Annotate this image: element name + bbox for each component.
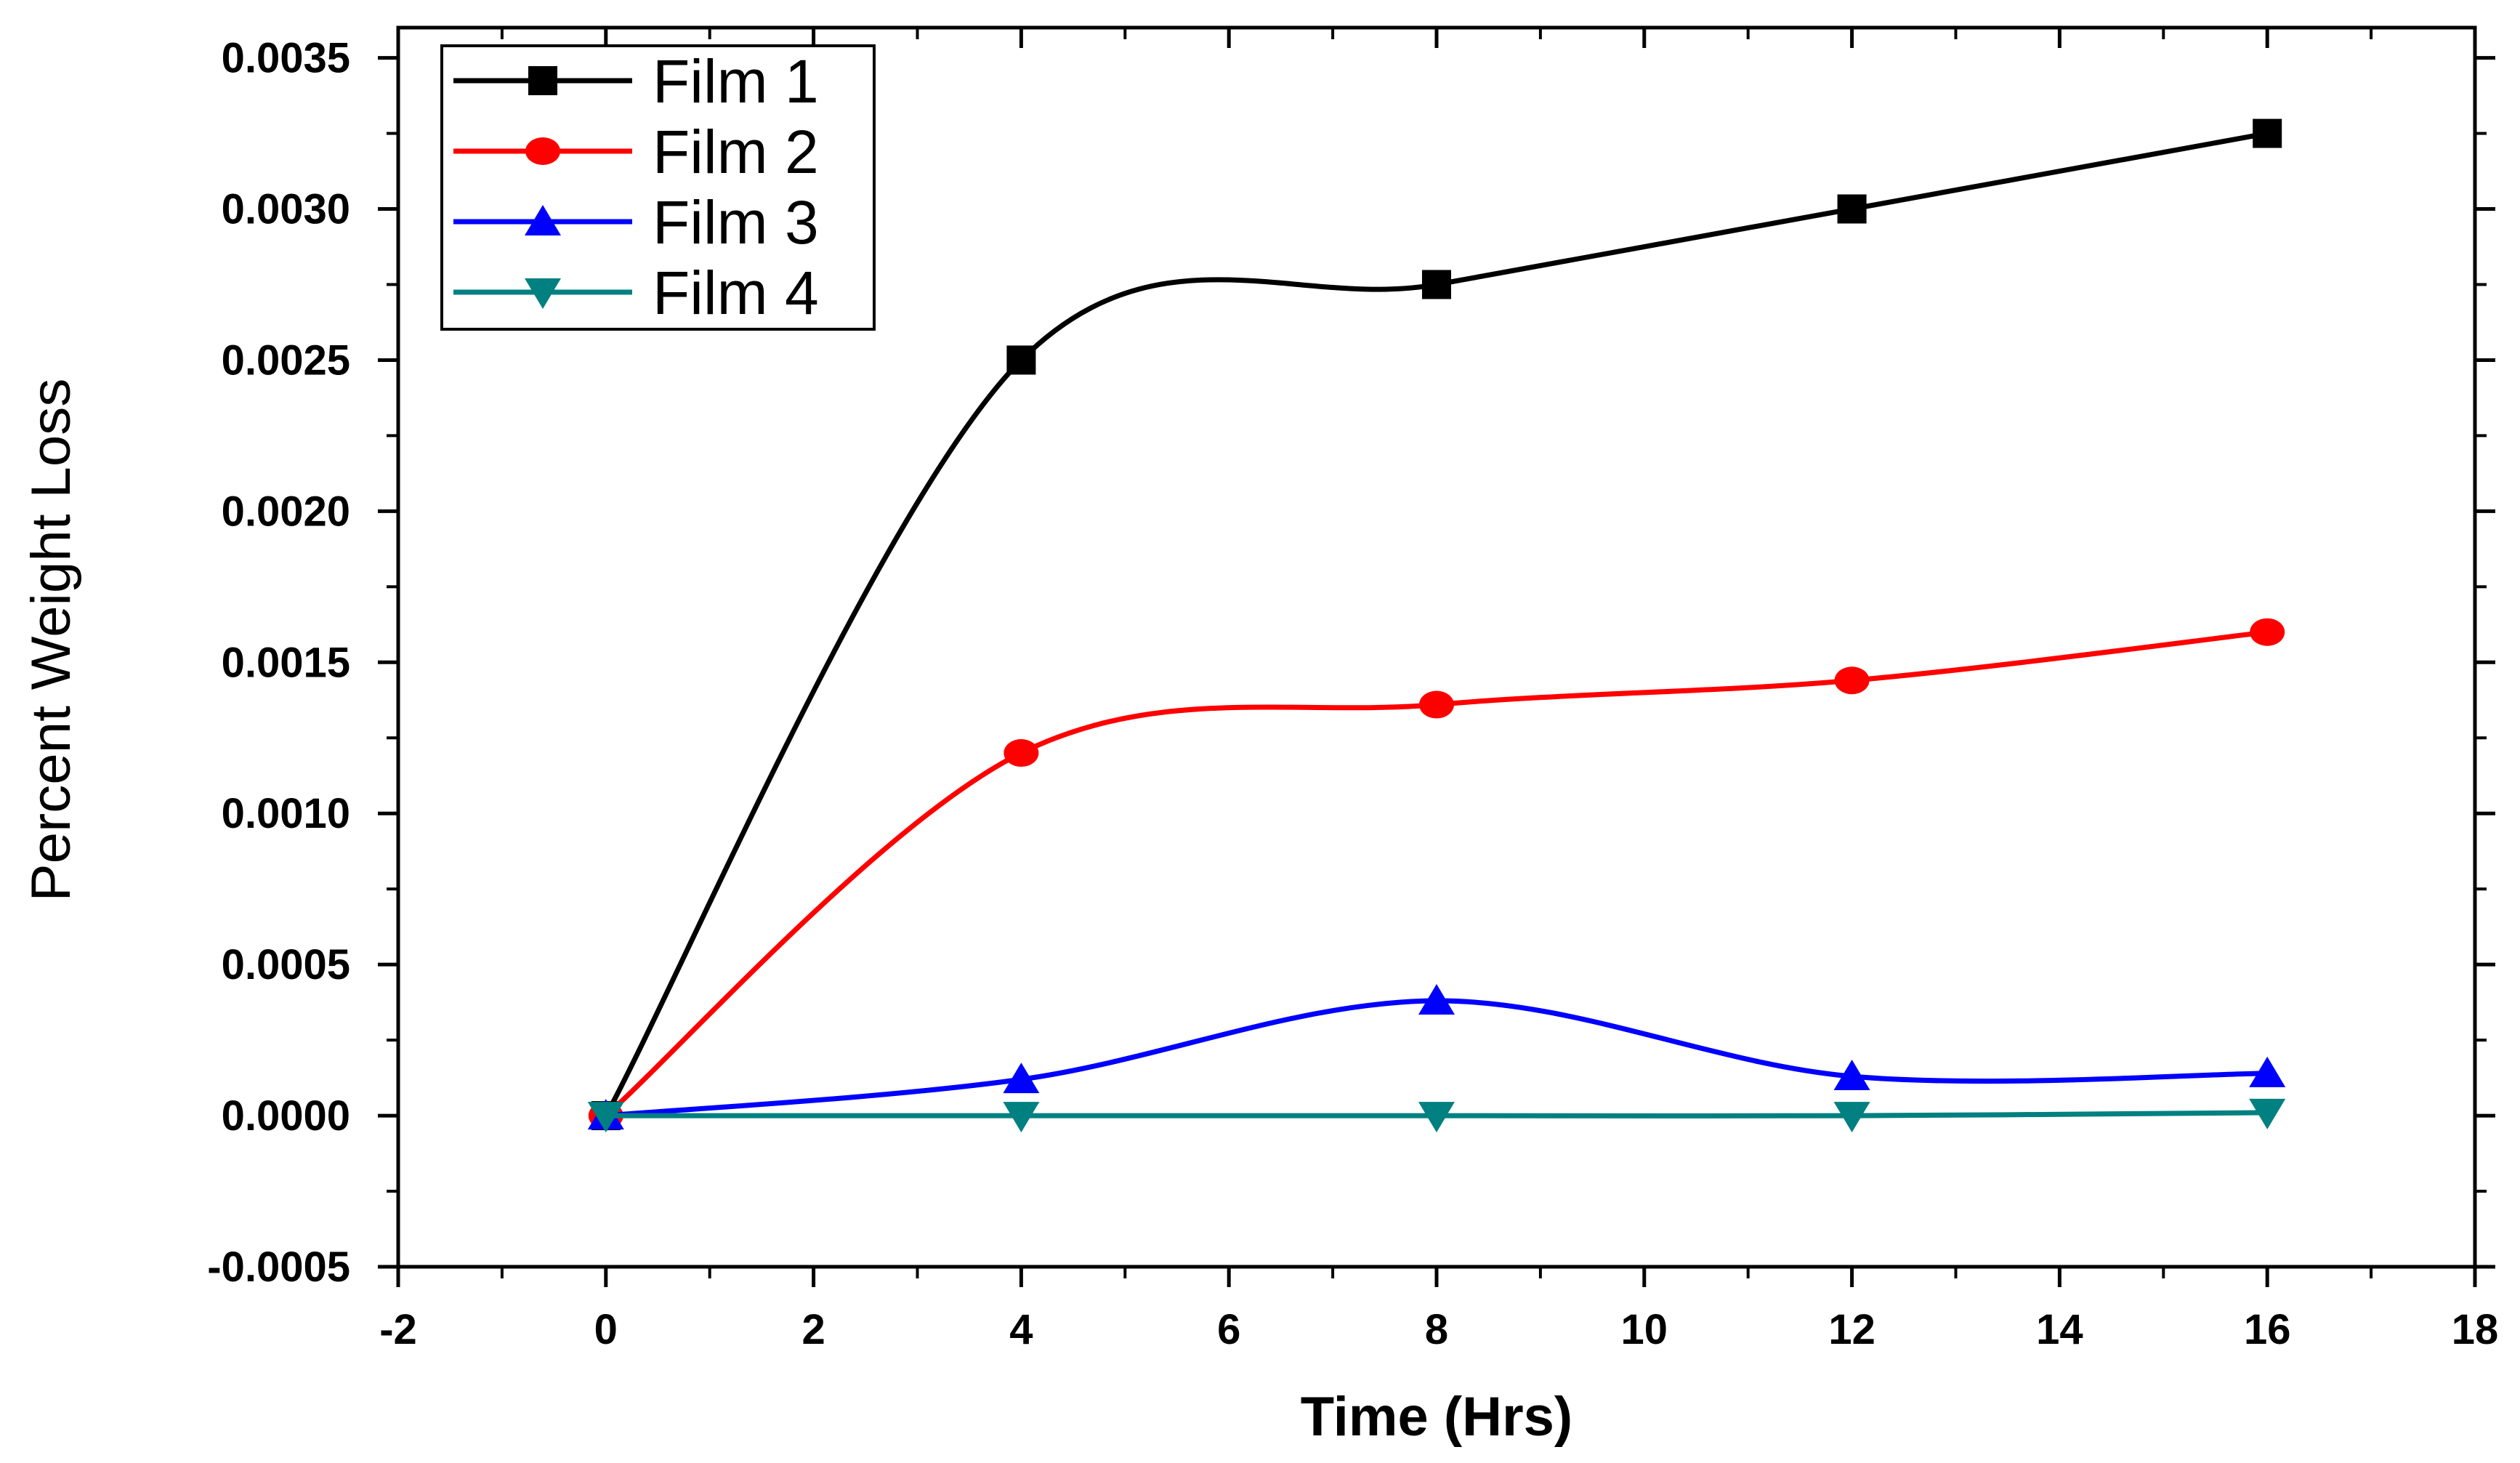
series-line	[605, 998, 2268, 1119]
axes-group: -2 0 2 4 6 8 10 12 14 16 18 -0.0005 0.0000 0.0005 0.00…	[20, 25, 2499, 1448]
y-tick-label: 0.0010	[222, 790, 350, 837]
data-point	[1834, 666, 1870, 695]
x-tick-label: 8	[1425, 1306, 1448, 1353]
data-point	[2250, 618, 2285, 646]
series-line	[604, 629, 2268, 1118]
data-point	[1003, 739, 1039, 767]
data-point	[1833, 1060, 1870, 1091]
data-point	[1837, 194, 1867, 224]
y-tick-label: 0.0015	[222, 639, 350, 686]
legend-swatch-marker	[525, 137, 560, 165]
x-tick-label: 16	[2244, 1306, 2291, 1353]
x-tick-label: 0	[594, 1306, 618, 1353]
x-tick-label: 10	[1621, 1306, 1668, 1353]
data-point	[1833, 1102, 1870, 1133]
legend-item: Film 1	[453, 47, 819, 116]
data-point	[2249, 1056, 2286, 1087]
data-point	[1422, 270, 1451, 299]
legend-swatch-marker	[525, 205, 561, 235]
series-3	[587, 984, 2286, 1130]
y-tick-label: 0.0020	[222, 488, 350, 535]
data-point	[1419, 690, 1454, 719]
legend-swatch-marker	[528, 66, 557, 95]
legend-swatch-marker	[525, 278, 561, 309]
y-tick-label: 0.0035	[222, 35, 350, 82]
legend-label: Film 1	[653, 47, 819, 116]
data-point	[1418, 1102, 1455, 1133]
x-tick-label: -2	[379, 1306, 417, 1353]
x-tick-label: 18	[2452, 1306, 2499, 1353]
y-tick-label: 0.0000	[222, 1092, 350, 1140]
legend-box	[440, 44, 876, 331]
data-point	[2253, 118, 2282, 148]
legend-item: Film 2	[453, 118, 819, 186]
y-axis-title: Percent Weight Loss	[20, 379, 82, 902]
y-tick-label: 0.0025	[222, 336, 350, 384]
x-tick-label: 2	[801, 1306, 825, 1353]
data-point	[1003, 1102, 1040, 1133]
x-tick-label: 6	[1217, 1306, 1240, 1353]
data-point	[1003, 1063, 1040, 1094]
x-tick-label: 12	[1828, 1306, 1875, 1353]
x-tick-label: 4	[1009, 1306, 1033, 1353]
data-point	[1006, 345, 1036, 375]
series-line	[603, 131, 2268, 1117]
data-point	[2249, 1098, 2286, 1129]
x-axis-title: Time (Hrs)	[1301, 1386, 1572, 1448]
legend-item: Film 4	[453, 259, 819, 327]
legend-label: Film 3	[653, 188, 819, 257]
y-tick-label: 0.0005	[222, 941, 350, 988]
series-4	[587, 1098, 2286, 1133]
series-group	[587, 118, 2286, 1133]
legend-item: Film 3	[453, 188, 819, 257]
y-tick-label: 0.0030	[222, 186, 350, 233]
series-1	[591, 118, 2282, 1131]
y-tick-label: -0.0005	[207, 1244, 350, 1291]
legend-label: Film 2	[653, 118, 819, 186]
data-point	[587, 1102, 624, 1133]
data-point	[1418, 984, 1455, 1015]
series-2	[588, 618, 2285, 1130]
x-tick-label: 14	[2036, 1306, 2083, 1353]
legend-label: Film 4	[653, 259, 819, 327]
